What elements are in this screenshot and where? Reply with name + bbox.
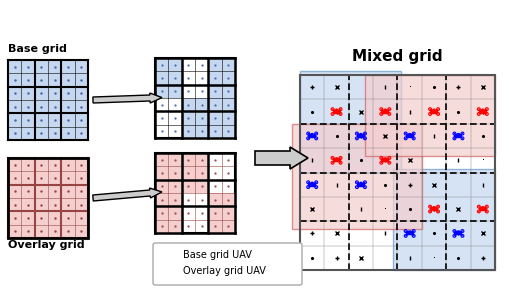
FancyArrow shape: [254, 147, 307, 169]
Circle shape: [480, 207, 483, 209]
Circle shape: [457, 134, 459, 136]
Bar: [208, 206, 221, 220]
Bar: [194, 180, 208, 193]
Bar: [221, 220, 235, 233]
Bar: [208, 71, 221, 85]
Bar: [181, 125, 194, 138]
Bar: [168, 206, 181, 220]
Bar: [168, 153, 181, 166]
Circle shape: [335, 158, 337, 160]
Bar: [155, 58, 235, 138]
Bar: [299, 71, 401, 173]
Circle shape: [359, 134, 361, 136]
Bar: [168, 166, 181, 180]
FancyBboxPatch shape: [153, 243, 301, 285]
Bar: [181, 153, 194, 166]
Bar: [194, 125, 208, 138]
Bar: [208, 58, 221, 71]
Bar: [155, 206, 168, 220]
Bar: [168, 220, 181, 233]
Bar: [221, 85, 235, 98]
Bar: [168, 71, 181, 85]
Bar: [393, 168, 494, 270]
Bar: [155, 193, 168, 206]
Bar: [208, 85, 221, 98]
Bar: [299, 75, 494, 270]
Circle shape: [408, 231, 410, 234]
Text: Base grid: Base grid: [8, 44, 67, 54]
Text: Overlay grid: Overlay grid: [8, 240, 84, 250]
Circle shape: [168, 253, 171, 255]
Text: Base grid UAV: Base grid UAV: [183, 250, 251, 260]
Bar: [292, 124, 421, 229]
Bar: [181, 180, 194, 193]
Bar: [194, 153, 208, 166]
Bar: [181, 166, 194, 180]
Bar: [221, 58, 235, 71]
FancyArrow shape: [93, 188, 162, 201]
Bar: [208, 220, 221, 233]
Text: Overlay grid UAV: Overlay grid UAV: [183, 266, 265, 276]
Circle shape: [383, 109, 386, 111]
Circle shape: [432, 207, 434, 209]
Bar: [168, 180, 181, 193]
Circle shape: [310, 134, 313, 136]
Circle shape: [335, 109, 337, 111]
Bar: [181, 98, 194, 111]
Bar: [194, 166, 208, 180]
Bar: [208, 111, 221, 125]
Bar: [221, 125, 235, 138]
Bar: [155, 85, 168, 98]
Bar: [168, 58, 181, 71]
Circle shape: [480, 109, 483, 111]
Bar: [221, 71, 235, 85]
Bar: [8, 158, 88, 238]
Bar: [8, 60, 88, 140]
Bar: [181, 111, 194, 125]
Circle shape: [383, 158, 386, 160]
Circle shape: [359, 182, 361, 185]
Bar: [208, 98, 221, 111]
Bar: [155, 220, 168, 233]
Bar: [208, 193, 221, 206]
Bar: [168, 85, 181, 98]
Bar: [155, 58, 168, 71]
Bar: [221, 98, 235, 111]
Circle shape: [408, 134, 410, 136]
Bar: [364, 75, 494, 156]
Bar: [168, 193, 181, 206]
Bar: [194, 98, 208, 111]
Bar: [221, 206, 235, 220]
Bar: [155, 71, 168, 85]
FancyArrow shape: [93, 93, 162, 103]
Bar: [155, 180, 168, 193]
Bar: [208, 125, 221, 138]
Circle shape: [432, 109, 434, 111]
Bar: [221, 111, 235, 125]
Bar: [155, 166, 168, 180]
Circle shape: [457, 231, 459, 234]
Bar: [8, 158, 88, 238]
Bar: [155, 153, 235, 233]
Circle shape: [310, 182, 313, 185]
Bar: [155, 153, 168, 166]
Bar: [194, 111, 208, 125]
Circle shape: [168, 269, 171, 271]
Text: Mixed grid: Mixed grid: [352, 50, 442, 65]
Bar: [221, 193, 235, 206]
